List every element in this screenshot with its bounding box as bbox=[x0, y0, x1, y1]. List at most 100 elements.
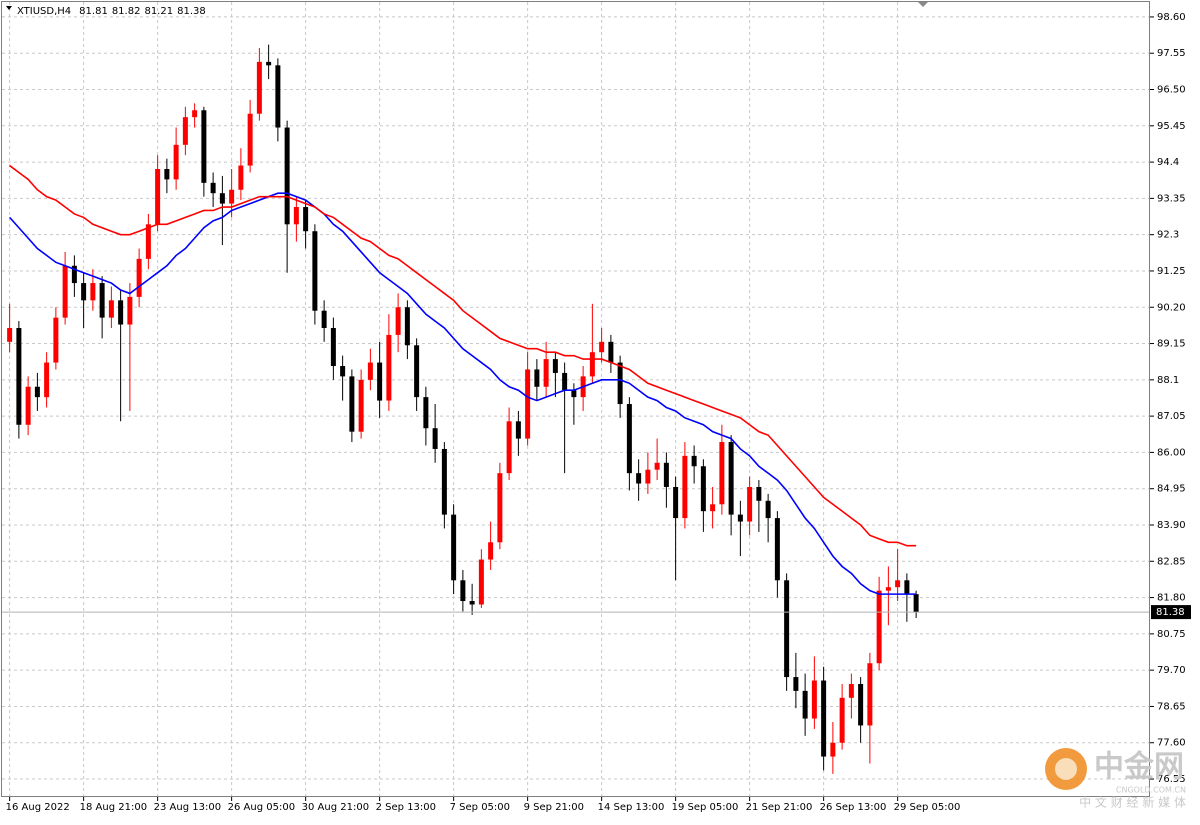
candle-body bbox=[108, 300, 114, 318]
candle-body bbox=[71, 265, 77, 284]
y-tick-label: 82.85 bbox=[1157, 556, 1186, 567]
candle-body bbox=[534, 369, 540, 387]
candle-body bbox=[682, 455, 688, 519]
x-tick-label: 26 Aug 05:00 bbox=[228, 802, 295, 813]
candle-body bbox=[691, 455, 697, 467]
x-tick-label: 14 Sep 13:00 bbox=[598, 802, 665, 813]
candle-body bbox=[349, 376, 355, 432]
candle-body bbox=[488, 542, 494, 560]
ma-layer bbox=[9, 164, 917, 595]
candle-body bbox=[284, 127, 290, 225]
y-tick-label: 83.90 bbox=[1157, 520, 1186, 531]
y-tick-label: 86.00 bbox=[1157, 447, 1186, 458]
candle-body bbox=[238, 165, 244, 190]
candle-body bbox=[201, 110, 207, 183]
candle-body bbox=[562, 372, 568, 391]
candle-body bbox=[765, 500, 771, 519]
candle-body bbox=[321, 310, 327, 328]
candle-body bbox=[53, 317, 59, 363]
plot-frame bbox=[1, 1, 1150, 797]
candle-body bbox=[497, 473, 503, 543]
candle-body bbox=[330, 327, 336, 367]
candle-body bbox=[395, 307, 401, 335]
candle-body bbox=[543, 359, 549, 387]
x-tick-label: 23 Aug 13:00 bbox=[154, 802, 221, 813]
candle-body bbox=[571, 390, 577, 398]
candle-body bbox=[432, 428, 438, 449]
y-tick-label: 88.1 bbox=[1157, 375, 1179, 386]
candle-body bbox=[784, 580, 790, 678]
y-tick-label: 76.55 bbox=[1157, 774, 1186, 785]
candle-body bbox=[636, 473, 642, 484]
candle-body bbox=[478, 559, 484, 605]
candle-body bbox=[173, 144, 179, 180]
candle-body bbox=[81, 283, 87, 301]
candle-body bbox=[663, 462, 669, 487]
candle-body bbox=[155, 169, 161, 225]
candle-body bbox=[700, 466, 706, 512]
candle-body bbox=[589, 352, 595, 377]
x-tick-label: 29 Sep 05:00 bbox=[894, 802, 961, 813]
shift-marker bbox=[918, 2, 928, 7]
header-part: 81.81 bbox=[79, 6, 108, 17]
candle-body bbox=[386, 334, 392, 401]
header-part: 81.21 bbox=[144, 6, 173, 17]
x-tick-label: 2 Sep 13:00 bbox=[376, 802, 436, 813]
x-tick-label: 7 Sep 05:00 bbox=[450, 802, 510, 813]
y-tick-label: 98.60 bbox=[1157, 12, 1186, 23]
candle-body bbox=[34, 386, 40, 398]
candle-body bbox=[645, 469, 651, 484]
candle-body bbox=[210, 182, 216, 194]
chart-header: XTIUSD,H4 81.81 81.82 81.21 81.38 bbox=[17, 6, 206, 17]
price-label-box bbox=[1151, 605, 1191, 620]
candle-body bbox=[136, 258, 142, 297]
y-tick-label: 80.75 bbox=[1157, 629, 1186, 640]
candle-body bbox=[118, 300, 124, 325]
watermark-slogan: 中 文 财 经 新 媒 体 bbox=[1079, 795, 1186, 810]
y-tick-label: 97.55 bbox=[1157, 48, 1186, 59]
candle-body bbox=[895, 580, 901, 588]
candle-body bbox=[525, 369, 531, 439]
candle-body bbox=[192, 110, 198, 118]
candle-body bbox=[821, 680, 827, 757]
candle-body bbox=[904, 580, 910, 595]
menu-icon[interactable] bbox=[6, 6, 12, 10]
candle-body bbox=[90, 283, 96, 301]
watermark-brand: 中金网 bbox=[1094, 750, 1184, 785]
y-tick-label: 87.05 bbox=[1157, 411, 1186, 422]
candle-body bbox=[127, 296, 133, 325]
y-tick-label: 89.15 bbox=[1157, 339, 1186, 350]
candle-body bbox=[811, 680, 817, 719]
candle-body bbox=[340, 366, 346, 377]
candle-body bbox=[756, 486, 762, 501]
candle-body bbox=[774, 518, 780, 581]
candle-body bbox=[858, 683, 864, 726]
y-tick-label: 93.35 bbox=[1157, 193, 1186, 204]
candle-body bbox=[99, 283, 105, 318]
candle-body bbox=[710, 504, 716, 512]
candle-body bbox=[728, 442, 734, 515]
candle-body bbox=[229, 189, 235, 204]
candle-body bbox=[293, 207, 299, 225]
y-tick-label: 78.65 bbox=[1157, 701, 1186, 712]
y-tick-label: 81.80 bbox=[1157, 593, 1186, 604]
y-tick-label: 95.45 bbox=[1157, 121, 1186, 132]
candle-body bbox=[312, 231, 318, 311]
candle-body bbox=[256, 61, 262, 114]
y-tick-label: 94.4 bbox=[1157, 157, 1179, 168]
candle-body bbox=[16, 327, 22, 425]
candle-body bbox=[515, 421, 521, 439]
candle-body bbox=[802, 690, 808, 719]
watermark-logo-inner bbox=[1055, 758, 1077, 780]
candle-body bbox=[876, 590, 882, 664]
candle-body bbox=[404, 307, 410, 346]
candle-body bbox=[145, 224, 151, 259]
moving-average bbox=[9, 164, 917, 547]
candle-body bbox=[885, 587, 891, 591]
candle-body bbox=[617, 362, 623, 405]
y-tick-label: 96.50 bbox=[1157, 85, 1186, 96]
candle-body bbox=[506, 421, 512, 474]
candle-body bbox=[830, 742, 836, 757]
